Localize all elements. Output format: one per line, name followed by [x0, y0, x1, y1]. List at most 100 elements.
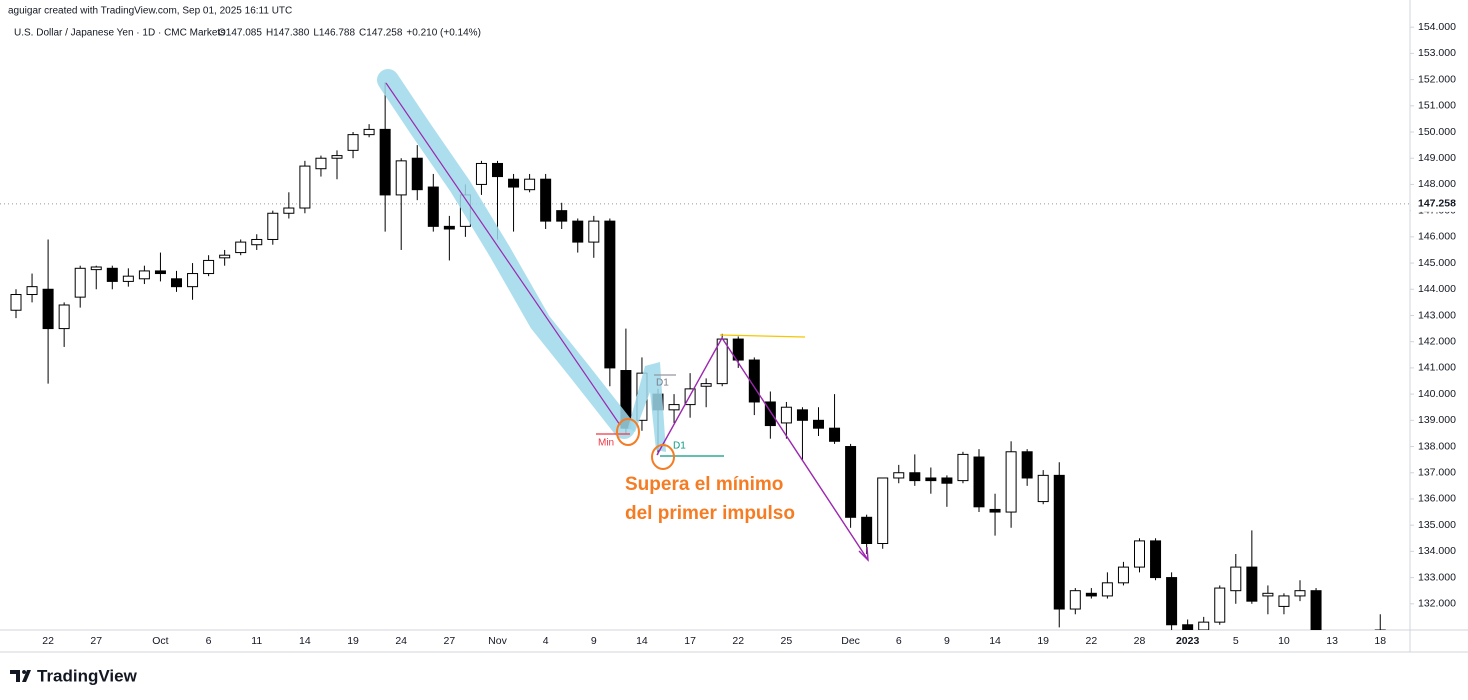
candle-body: [1278, 595, 1290, 607]
candle-body: [443, 225, 455, 230]
credit: aguigar created with TradingView.com, Se…: [8, 6, 292, 17]
candle-body: [845, 446, 857, 518]
highlight: [628, 362, 666, 452]
level-line: [719, 334, 806, 338]
candle-body: [219, 254, 231, 259]
x-tick-label: 25: [781, 635, 793, 647]
y-tick-label: 148.000: [1418, 178, 1456, 190]
candle-body: [122, 275, 134, 282]
candle-body: [106, 267, 118, 282]
candle-body: [1021, 451, 1033, 479]
y-tick-label: 154.000: [1418, 21, 1456, 33]
candle-body: [1310, 590, 1322, 630]
y-tick-label: 132.000: [1418, 598, 1456, 610]
candle-body: [877, 477, 889, 545]
candle-body: [540, 178, 552, 222]
candle-body: [331, 155, 343, 159]
candle-body: [379, 128, 391, 196]
x-tick-label: 14: [989, 635, 1001, 647]
logo: TradingView: [10, 666, 138, 685]
candle-body: [1005, 451, 1017, 513]
y-tick-label: 150.000: [1418, 126, 1456, 138]
x-tick-label: 19: [1037, 635, 1049, 647]
candle-body: [861, 516, 873, 545]
x-tick-label: 24: [395, 635, 407, 647]
y-tick-label: 144.000: [1418, 283, 1456, 295]
logo-mark: [10, 670, 31, 682]
x-tick-label: 27: [444, 635, 456, 647]
x-tick-label: 17: [684, 635, 696, 647]
candle-body: [813, 419, 824, 429]
candle-body: [315, 157, 327, 170]
candle-body: [1294, 590, 1306, 597]
y-tick-label: 136.000: [1418, 493, 1456, 505]
candle-body: [893, 472, 905, 479]
candle-body: [1262, 592, 1274, 597]
trend-line: [656, 336, 869, 561]
y-tick-label: 135.000: [1418, 519, 1456, 531]
d1-label: D1: [656, 378, 669, 389]
y-tick-label: 149.000: [1418, 152, 1456, 164]
x-tick-label: 10: [1278, 635, 1290, 647]
legend-value: O147.085: [218, 28, 262, 39]
x-tick-label: 6: [206, 635, 212, 647]
candle-body: [604, 220, 616, 369]
y-tick-label: 146.000: [1418, 231, 1456, 243]
candle-body: [1166, 577, 1178, 626]
legend-value: L146.788: [313, 28, 355, 39]
candle-body: [1246, 566, 1258, 602]
legend: U.S. Dollar / Japanese Yen · 1D · CMC Ma…: [14, 28, 481, 39]
candle-body: [716, 338, 728, 385]
candle-body: [411, 157, 423, 191]
annotations: Min D1 D1 Supera el mínimo del primer im…: [377, 69, 869, 562]
candle-body: [796, 409, 808, 421]
x-tick-label: 14: [299, 635, 311, 647]
candle-body: [475, 162, 487, 185]
y-tick-label: 152.000: [1418, 73, 1456, 85]
candle-body: [508, 178, 520, 188]
candle-body: [138, 270, 150, 280]
candle-body: [395, 160, 407, 196]
x-tick-label: 14: [636, 635, 648, 647]
candle-body: [347, 134, 359, 151]
legend-value: H147.380: [266, 28, 310, 39]
candle-body: [363, 128, 375, 136]
candle-body: [251, 238, 263, 246]
candle-body: [1134, 540, 1145, 568]
candle-body: [154, 270, 166, 275]
candle-body: [90, 266, 102, 271]
candle-body: [1214, 587, 1226, 623]
candle-body: [1053, 474, 1065, 610]
legend-value: C147.258: [359, 28, 403, 39]
candle-body: [42, 288, 54, 330]
x-tick-label: 28: [1134, 635, 1146, 647]
y-tick-label: 151.000: [1418, 100, 1456, 112]
candle-body: [556, 210, 568, 222]
candle-body: [941, 477, 953, 484]
candle-body: [524, 178, 536, 191]
plot: [0, 82, 1410, 630]
candle-body: [26, 286, 38, 296]
arrowhead: [858, 546, 869, 562]
trend-line: [385, 82, 621, 426]
candle-body: [1101, 582, 1113, 597]
x-tick-label: 6: [896, 635, 902, 647]
candle-body: [187, 273, 199, 288]
x-tick-label: Oct: [152, 635, 168, 647]
y-tick-label: 153.000: [1418, 47, 1456, 59]
x-tick-label: 22: [42, 635, 54, 647]
symbol: U.S. Dollar / Japanese Yen · 1D · CMC Ma…: [14, 28, 225, 39]
candle-body: [1069, 590, 1081, 610]
highlight: [377, 69, 635, 439]
candle-body: [700, 383, 712, 387]
x-tick-label: 13: [1326, 635, 1338, 647]
x-tick-label: 27: [90, 635, 102, 647]
candle-body: [1117, 566, 1129, 584]
candle-body: [973, 456, 985, 508]
x-tick-label: Nov: [488, 635, 507, 647]
candle-body: [1150, 540, 1162, 579]
candle-body: [267, 212, 279, 240]
x-tick-label: 5: [1233, 635, 1239, 647]
